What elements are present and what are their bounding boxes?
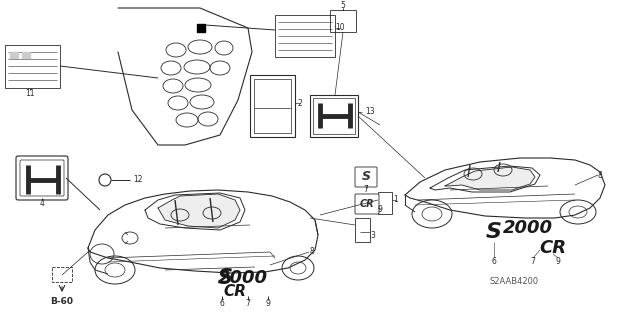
- Text: 7: 7: [364, 186, 369, 195]
- Text: 9: 9: [266, 299, 271, 308]
- Text: 12: 12: [133, 175, 143, 184]
- Bar: [5, 45, 60, 88]
- FancyBboxPatch shape: [355, 194, 379, 214]
- Text: 2: 2: [298, 99, 302, 108]
- Text: 13: 13: [365, 108, 375, 116]
- Polygon shape: [158, 194, 240, 228]
- Bar: [275, 15, 335, 57]
- Text: 7: 7: [246, 299, 250, 308]
- Text: 4: 4: [40, 198, 44, 207]
- Text: 6: 6: [492, 256, 497, 265]
- Text: 8: 8: [598, 170, 602, 180]
- Text: CR: CR: [360, 199, 374, 209]
- Text: 9: 9: [378, 205, 383, 214]
- Text: B-60: B-60: [51, 298, 74, 307]
- Text: S: S: [486, 222, 502, 242]
- Bar: [378, 192, 392, 214]
- Text: 1: 1: [394, 196, 398, 204]
- Text: S: S: [362, 170, 371, 183]
- Text: 10: 10: [335, 24, 345, 33]
- Bar: [10, 52, 18, 58]
- Bar: [250, 75, 295, 137]
- Polygon shape: [405, 158, 605, 218]
- Text: 9: 9: [556, 256, 561, 265]
- FancyBboxPatch shape: [355, 167, 377, 187]
- Text: 8: 8: [310, 248, 314, 256]
- Text: CR: CR: [540, 239, 566, 257]
- Text: 7: 7: [531, 256, 536, 265]
- Bar: [197, 24, 205, 32]
- Polygon shape: [445, 167, 535, 190]
- Bar: [52, 267, 72, 282]
- FancyBboxPatch shape: [16, 156, 68, 200]
- Polygon shape: [430, 166, 540, 192]
- Bar: [310, 95, 358, 137]
- Text: 2000: 2000: [218, 269, 268, 287]
- Bar: [313, 98, 355, 134]
- Text: S2AAB4200: S2AAB4200: [490, 277, 539, 286]
- Bar: [22, 52, 30, 58]
- Text: 5: 5: [340, 1, 346, 10]
- Bar: [254, 79, 291, 133]
- Polygon shape: [88, 190, 318, 273]
- Text: 6: 6: [220, 299, 225, 308]
- Text: 2000: 2000: [503, 219, 553, 237]
- Text: CR: CR: [223, 284, 246, 299]
- Text: 3: 3: [371, 231, 376, 240]
- Text: 11: 11: [25, 88, 35, 98]
- Polygon shape: [118, 8, 252, 145]
- Polygon shape: [145, 193, 245, 230]
- Bar: [330, 10, 356, 32]
- Bar: [355, 218, 370, 242]
- Text: S: S: [218, 268, 232, 288]
